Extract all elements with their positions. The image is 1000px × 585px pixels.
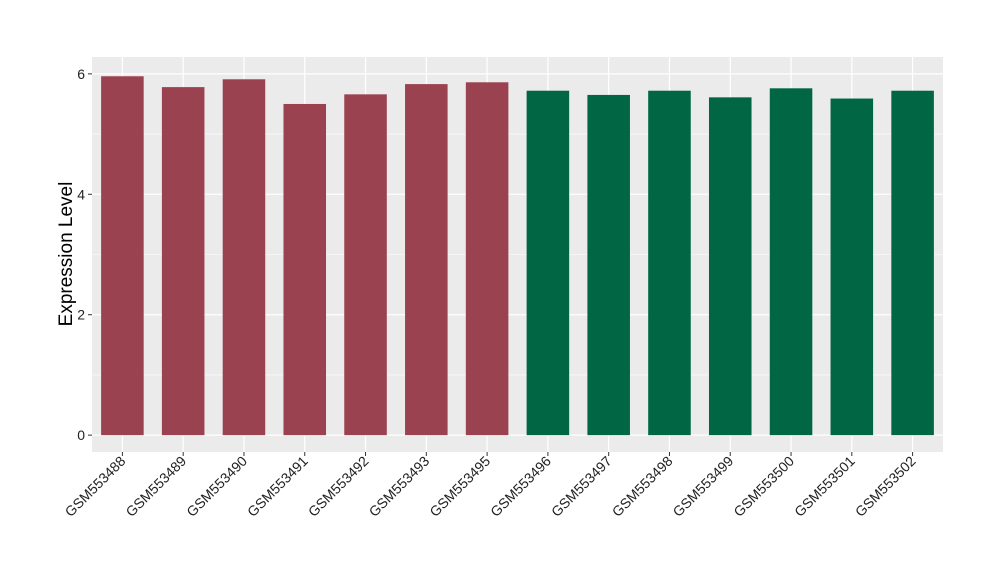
x-tick-label: GSM553490 <box>183 453 250 520</box>
bar <box>283 103 327 436</box>
x-tick-label: GSM553488 <box>62 453 129 520</box>
bar <box>222 79 266 436</box>
y-axis-title: Expression Level <box>56 182 77 327</box>
bar <box>830 98 874 436</box>
x-tick-label: GSM553501 <box>791 453 858 520</box>
x-tick-label: GSM553500 <box>730 453 797 520</box>
x-tick-label: GSM553489 <box>122 453 189 520</box>
y-tick-label: 6 <box>77 66 85 82</box>
bar <box>465 82 509 436</box>
bar <box>344 94 387 436</box>
x-axis: GSM553488GSM553489GSM553490GSM553491GSM5… <box>62 452 919 520</box>
x-tick-label: GSM553499 <box>669 453 736 520</box>
bar <box>587 94 630 436</box>
y-axis: 0 2 4 6 <box>77 66 92 443</box>
bars <box>101 76 934 436</box>
bar <box>769 88 813 436</box>
x-tick-label: GSM553498 <box>609 453 676 520</box>
x-tick-label: GSM553497 <box>548 453 615 520</box>
bar <box>161 87 205 436</box>
x-tick-label: GSM553492 <box>305 453 372 520</box>
y-tick-label: 4 <box>77 186 85 202</box>
bar <box>891 90 934 436</box>
bar <box>101 76 144 436</box>
x-tick-label: GSM553495 <box>426 453 493 520</box>
bar <box>648 90 691 436</box>
bar <box>708 97 752 436</box>
bar <box>526 90 570 436</box>
x-tick-label: GSM553496 <box>487 453 554 520</box>
x-tick-label: GSM553502 <box>852 453 919 520</box>
y-tick-label: 2 <box>77 307 85 323</box>
x-tick-label: GSM553491 <box>244 453 311 520</box>
bar <box>405 84 448 436</box>
x-tick-label: GSM553493 <box>366 453 433 520</box>
y-tick-label: 0 <box>77 427 85 443</box>
